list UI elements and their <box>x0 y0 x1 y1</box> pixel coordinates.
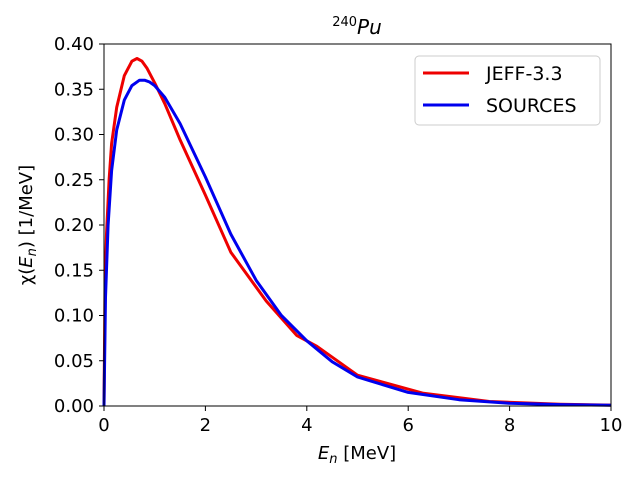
y-tick-label: 0.35 <box>54 79 94 100</box>
x-tick-label: 8 <box>504 415 515 436</box>
y-axis-label-subscript: n <box>25 248 40 256</box>
x-axis-label-subscript: n <box>329 452 337 467</box>
title-main: Pu <box>357 15 382 39</box>
chart-title: 240Pu <box>332 15 382 39</box>
y-tick-label: 0.05 <box>54 351 94 372</box>
series-line-sources <box>102 78 612 407</box>
title-superscript: 240 <box>332 15 357 30</box>
y-tick-label: 0.00 <box>54 396 94 417</box>
x-axis-label-unit: [MeV] <box>337 443 396 464</box>
legend-label-sources: SOURCES <box>486 95 577 117</box>
y-tick-label: 0.20 <box>54 215 94 236</box>
y-tick-label: 0.30 <box>54 125 94 146</box>
y-axis-label-symbol: E <box>16 256 37 268</box>
y-tick-label: 0.10 <box>54 306 94 327</box>
x-tick-label: 10 <box>600 415 623 436</box>
y-tick-label: 0.40 <box>54 34 94 55</box>
x-tick-label: 0 <box>98 415 109 436</box>
axis-ticks: 0 2 4 6 8 10 0.00 0.05 0.10 0.15 0.20 0.25 0.30 0.35 0… <box>54 34 623 436</box>
x-tick-label: 4 <box>301 415 312 436</box>
x-tick-label: 2 <box>200 415 211 436</box>
y-tick-label: 0.25 <box>54 170 94 191</box>
legend: JEFF-3.3 SOURCES <box>414 55 601 126</box>
y-axis-label: χ(En) [1/MeV] <box>16 165 40 285</box>
x-axis-label-symbol: E <box>318 443 330 464</box>
x-tick-label: 6 <box>402 415 413 436</box>
y-axis-label-suffix: ) [1/MeV] <box>16 165 37 248</box>
y-tick-label: 0.15 <box>54 260 94 281</box>
plot-frame <box>103 43 612 407</box>
x-axis-label: En [MeV] <box>318 443 396 467</box>
legend-label-jeff: JEFF-3.3 <box>485 63 563 85</box>
y-axis-label-prefix: χ( <box>16 268 37 285</box>
plot-lines <box>102 57 612 407</box>
